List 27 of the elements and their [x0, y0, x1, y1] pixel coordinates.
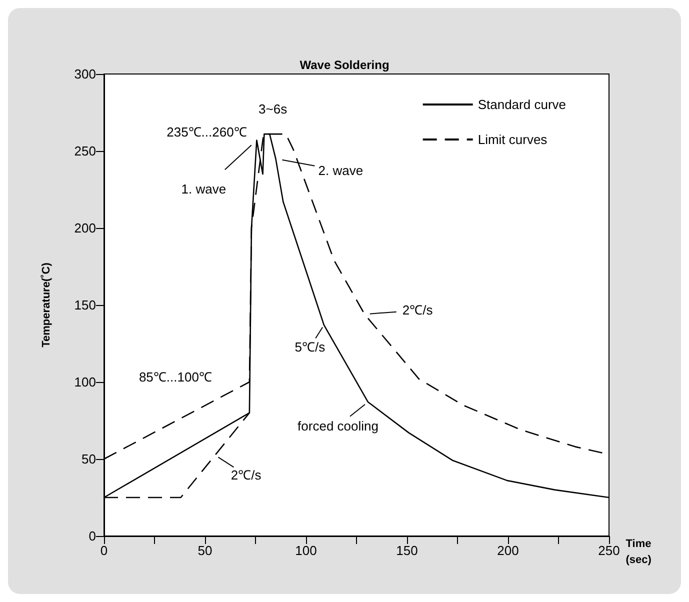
- x-tick-label: 100: [295, 543, 317, 558]
- x-axis-title: Time (sec): [626, 538, 652, 566]
- x-tick-label: 150: [396, 543, 418, 558]
- legend-label: Standard curve: [478, 97, 566, 112]
- y-tick-label: 300: [74, 66, 96, 82]
- legend-label: Limit curves: [478, 132, 548, 147]
- y-tick-label: 50: [82, 452, 96, 466]
- annotation: 85℃...100℃: [138, 370, 212, 384]
- y-tick-label: 100: [74, 374, 96, 390]
- annotation: 2℃/s: [230, 468, 262, 483]
- annotation: 1. wave: [181, 182, 226, 197]
- y-tick-label: 250: [74, 144, 96, 158]
- x-tick-label: 0: [100, 543, 108, 558]
- annotation: forced cooling: [298, 418, 378, 434]
- chart-title: Wave Soldering: [300, 58, 390, 72]
- x-tick-label: 200: [497, 543, 519, 558]
- annotation: 5℃/s: [294, 340, 326, 355]
- x-tick-label: 50: [198, 543, 212, 558]
- y-tick-label: 150: [74, 298, 96, 312]
- x-tick-label: 250: [598, 543, 620, 558]
- y-tick-label: 0: [88, 528, 96, 544]
- annotation: 235℃...260℃: [166, 124, 247, 140]
- annotation: 3~6s: [258, 102, 288, 117]
- y-tick-label: 200: [74, 220, 96, 236]
- y-axis-title: Temperature(˚C): [40, 262, 52, 348]
- annotation: 2℃/s: [402, 302, 434, 318]
- annotation: 2. wave: [318, 163, 364, 178]
